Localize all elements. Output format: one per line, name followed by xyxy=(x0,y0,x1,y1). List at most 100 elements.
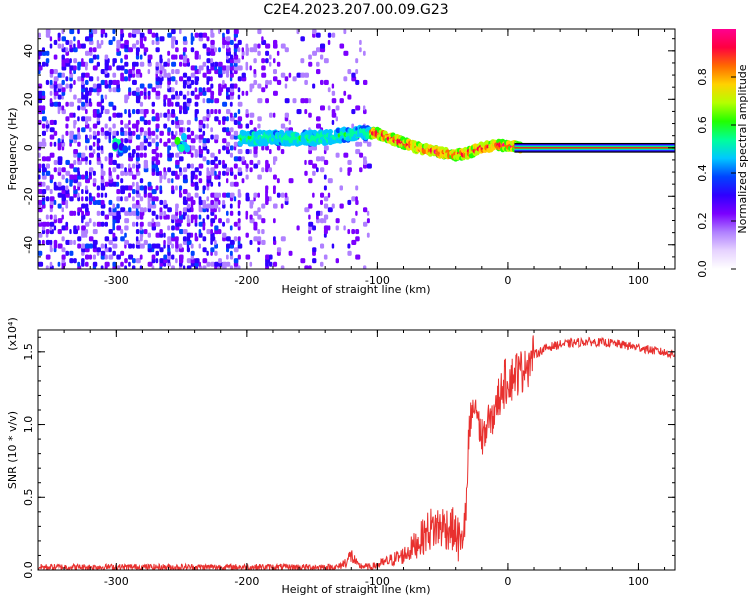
spectrogram-cell xyxy=(159,207,163,213)
spectrogram-cell xyxy=(96,199,102,205)
spectrogram-cell xyxy=(218,181,221,187)
spectrogram-cell xyxy=(323,79,329,85)
spectrogram-cell xyxy=(186,90,190,96)
spectrogram-cell xyxy=(163,123,168,129)
spectrogram-cell xyxy=(81,258,85,264)
spectrogram-cell xyxy=(233,247,239,253)
spectrogram-cell xyxy=(206,36,210,42)
spectrogram-cell xyxy=(245,232,249,238)
spectrogram-cell xyxy=(347,250,352,256)
spectrogram-cell xyxy=(198,119,204,125)
y-tick-label: -20 xyxy=(22,187,35,205)
spectrogram-cell xyxy=(327,39,331,45)
x-tick-label: -100 xyxy=(365,274,390,287)
spectrogram-cell xyxy=(45,170,51,176)
spectrogram-cell xyxy=(175,130,178,136)
spectrogram-cell xyxy=(179,54,184,60)
spectrogram-cell xyxy=(155,123,160,129)
spectrogram-cell xyxy=(237,218,241,224)
spectrogram-cell xyxy=(73,112,76,118)
spectrogram-cell xyxy=(69,174,74,180)
spectrogram-cell xyxy=(159,54,163,60)
spectrogram-cell xyxy=(214,225,219,231)
spectrogram-cell xyxy=(53,225,57,231)
spectrogram-cell xyxy=(343,225,346,231)
spectrogram-cell xyxy=(49,119,55,125)
spectrogram-cell xyxy=(202,87,206,93)
ridge-cell xyxy=(484,140,490,146)
spectrogram-cell xyxy=(316,123,321,129)
spectrogram-cell xyxy=(171,232,175,238)
spectrogram-cell xyxy=(320,218,325,224)
spectrogram-cell xyxy=(167,50,171,56)
spectrogram-cell xyxy=(73,94,77,100)
spectrogram-cell xyxy=(73,43,76,49)
spectrogram-cell xyxy=(226,167,230,173)
spectrogram-cell xyxy=(85,134,88,140)
spectrogram-cell xyxy=(241,72,246,78)
spectrogram-cell xyxy=(288,119,292,125)
spectrogram-cell xyxy=(120,72,124,78)
spectrogram-cell xyxy=(206,214,210,220)
spectrogram-cell xyxy=(249,149,252,155)
spectrogram-cell xyxy=(312,170,316,176)
spectrogram-cell xyxy=(214,250,218,256)
spectrogram-cell xyxy=(359,167,363,173)
spectrogram-cell xyxy=(96,138,101,144)
spectrogram-cell xyxy=(257,214,262,220)
spectrogram-cell xyxy=(253,58,257,64)
spectrogram-cell xyxy=(261,36,264,42)
spectrogram-cell xyxy=(190,243,194,249)
spectrogram-cell xyxy=(194,258,200,264)
spectrogram-cell xyxy=(347,94,352,100)
spectrogram-cell xyxy=(77,181,82,187)
spectrogram-cell xyxy=(57,229,62,235)
spectrogram-cell xyxy=(280,203,284,209)
spectrogram-cell xyxy=(69,130,74,136)
spectrogram-cell xyxy=(65,225,69,231)
spectrogram-cell xyxy=(77,76,83,82)
spectrogram-cell xyxy=(85,87,89,93)
spectrogram-cell xyxy=(226,178,229,184)
spectrogram-cell xyxy=(320,79,324,85)
spectrogram-cell xyxy=(65,239,70,245)
spectrogram-cell xyxy=(320,167,325,173)
spectrogram-cell xyxy=(253,210,259,216)
spectrogram-cell xyxy=(245,43,249,49)
spectrogram-cell xyxy=(135,152,140,158)
spectrogram-cell xyxy=(249,199,254,205)
spectrogram-cell xyxy=(73,119,77,125)
spectrogram-cell xyxy=(280,236,286,242)
spectrogram-cell xyxy=(77,98,82,104)
spectrogram-cell xyxy=(61,214,64,220)
spectrogram-cell xyxy=(245,163,249,169)
spectrogram-cell xyxy=(143,145,147,151)
spectrogram-cell xyxy=(351,123,355,129)
spectrogram-cell xyxy=(77,192,80,198)
spectrogram-cell xyxy=(104,32,108,38)
spectrogram-cell xyxy=(116,203,120,209)
spectrogram-cell xyxy=(116,112,121,118)
spectrogram-cell xyxy=(190,90,195,96)
spectrogram-cell xyxy=(108,247,112,253)
spectrogram-cell xyxy=(226,109,231,115)
spectrogram-cell xyxy=(214,214,217,220)
spectrogram-cell xyxy=(363,207,368,213)
spectrogram-cell xyxy=(135,199,140,205)
spectrogram-cell xyxy=(171,214,176,220)
spectrogram-cell xyxy=(355,58,359,64)
spectrogram-cell xyxy=(120,43,126,49)
spectrogram-cell xyxy=(171,170,176,176)
spectrogram-cell xyxy=(57,138,61,144)
spectrogram-cell xyxy=(226,36,231,42)
spectrogram-cell xyxy=(347,69,352,75)
spectrogram-cell xyxy=(124,61,129,67)
spectrogram-cell xyxy=(61,247,66,253)
spectrogram-cell xyxy=(363,105,366,111)
colorbar-gradient xyxy=(712,29,736,269)
spectrogram-cell xyxy=(73,134,79,140)
spectrogram-cell xyxy=(331,203,335,209)
spectrogram-cell xyxy=(104,236,110,242)
spectrogram-cell xyxy=(96,109,100,115)
spectrogram-cell xyxy=(323,159,329,165)
